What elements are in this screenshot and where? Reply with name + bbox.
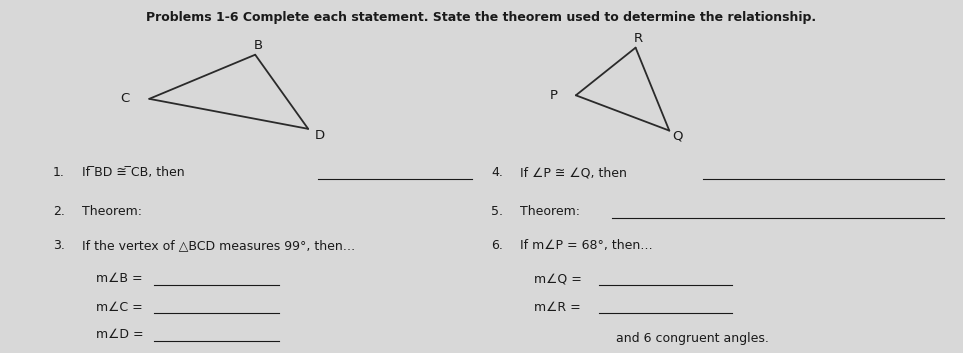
Text: and 6 congruent angles.: and 6 congruent angles. xyxy=(616,332,769,345)
Text: m∠C =: m∠C = xyxy=(96,301,143,313)
Text: m∠B =: m∠B = xyxy=(96,273,143,285)
Text: Q: Q xyxy=(673,130,683,142)
Text: m∠D =: m∠D = xyxy=(96,328,143,341)
Text: R: R xyxy=(634,32,643,45)
Text: m∠R =: m∠R = xyxy=(534,301,582,313)
Text: 3.: 3. xyxy=(53,239,65,252)
Text: C: C xyxy=(120,92,130,104)
Text: D: D xyxy=(315,130,325,142)
Text: 1.: 1. xyxy=(53,167,65,179)
Text: Theorem:: Theorem: xyxy=(520,205,580,218)
Text: Problems 1-6 Complete each statement. State the theorem used to determine the re: Problems 1-6 Complete each statement. St… xyxy=(146,11,817,24)
Text: 2.: 2. xyxy=(53,205,65,218)
Text: If m∠P = 68°, then…: If m∠P = 68°, then… xyxy=(520,239,653,252)
Text: 4.: 4. xyxy=(491,167,503,179)
Text: Theorem:: Theorem: xyxy=(82,205,142,218)
Text: 5.: 5. xyxy=(491,205,503,218)
Text: If ∠P ≅ ∠Q, then: If ∠P ≅ ∠Q, then xyxy=(520,167,627,179)
Text: If the vertex of △BCD measures 99°, then…: If the vertex of △BCD measures 99°, then… xyxy=(82,239,355,252)
Text: B: B xyxy=(253,40,263,52)
Text: m∠Q =: m∠Q = xyxy=(534,273,583,285)
Text: If ̅BD ≅ ̅CB, then: If ̅BD ≅ ̅CB, then xyxy=(82,167,185,179)
Text: 6.: 6. xyxy=(491,239,503,252)
Text: P: P xyxy=(550,89,558,102)
